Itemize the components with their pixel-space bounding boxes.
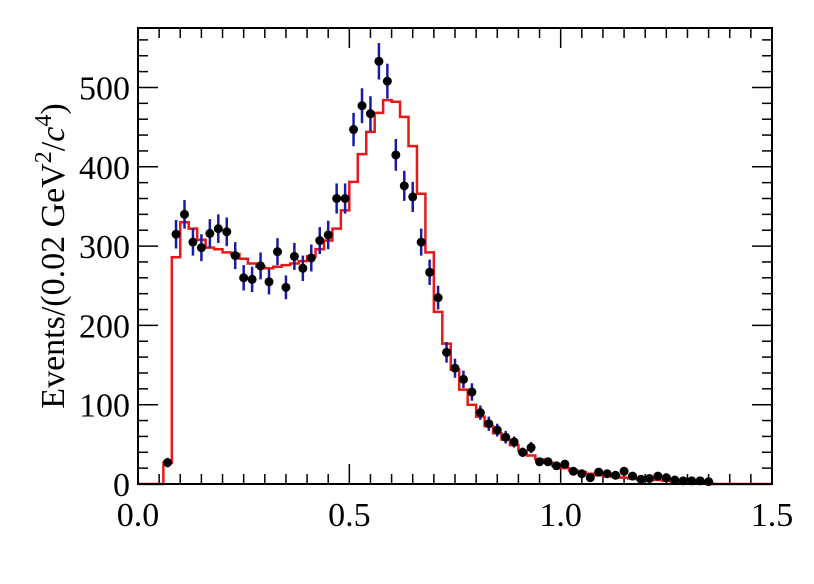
y-tick-labels: 0 100 200 300 400 500	[79, 70, 130, 504]
data-point	[408, 192, 418, 202]
points-layer	[163, 43, 714, 487]
data-point	[492, 425, 502, 435]
data-point	[560, 459, 570, 469]
model-histogram-line	[138, 98, 772, 486]
data-point	[230, 251, 240, 261]
data-point	[315, 236, 325, 246]
data-point	[264, 277, 274, 287]
y-axis-title-mid: /	[35, 141, 72, 151]
data-point	[619, 466, 629, 476]
data-point	[357, 101, 367, 111]
data-point	[425, 267, 435, 277]
data-point	[644, 473, 654, 483]
y-tick-label: 300	[79, 229, 130, 266]
y-axis-title-prefix: Events/(0.02 GeV	[35, 163, 72, 409]
data-point	[247, 274, 257, 284]
data-point	[450, 363, 460, 373]
data-point	[501, 432, 511, 442]
data-point	[239, 273, 249, 283]
data-point	[289, 251, 299, 261]
data-point	[509, 437, 519, 447]
data-point	[458, 374, 468, 384]
x-tick-label: 1.0	[539, 497, 582, 534]
data-point	[670, 475, 680, 485]
data-point	[628, 471, 638, 481]
data-point	[399, 181, 409, 191]
data-point	[484, 419, 494, 429]
data-point	[416, 237, 426, 247]
data-point	[163, 458, 173, 468]
data-point	[332, 194, 342, 204]
data-point	[306, 253, 316, 263]
data-point	[636, 474, 646, 484]
x-tick-label: 1.5	[751, 497, 794, 534]
data-point	[611, 470, 621, 480]
data-point	[535, 457, 545, 467]
data-point	[433, 293, 443, 303]
data-point	[281, 282, 291, 292]
data-point	[188, 237, 198, 247]
data-point	[594, 467, 604, 477]
y-tick-label: 400	[79, 150, 130, 187]
data-point	[577, 469, 587, 479]
data-point	[568, 466, 578, 476]
plot-frame	[137, 27, 773, 485]
data-point	[543, 457, 553, 467]
data-point	[256, 261, 266, 271]
data-point	[298, 263, 308, 273]
data-point	[171, 229, 181, 239]
data-point	[551, 461, 561, 471]
y-axis-title: Events/(0.02 GeV2/c4)	[31, 103, 72, 408]
y-axis-title-suffix: )	[35, 103, 72, 114]
x-tick-labels: 0.0 0.5 1.0 1.5	[117, 497, 794, 534]
data-point	[205, 228, 215, 238]
data-point	[272, 247, 282, 257]
data-point	[653, 471, 663, 481]
data-point	[518, 447, 528, 457]
y-tick-label: 100	[79, 388, 130, 425]
y-axis-title-sup2: 4	[31, 115, 57, 127]
y-tick-label: 500	[79, 70, 130, 107]
data-point	[196, 243, 206, 253]
data-point	[585, 473, 595, 483]
y-tick-label: 200	[79, 308, 130, 345]
data-point	[365, 109, 375, 119]
data-point	[179, 209, 189, 219]
x-tick-label: 0.5	[328, 497, 371, 534]
data-point	[391, 150, 401, 160]
data-point	[442, 347, 452, 357]
y-tick-label: 0	[113, 467, 130, 504]
model-layer	[138, 98, 772, 486]
data-point	[340, 194, 350, 204]
data-point	[213, 224, 223, 234]
data-point	[374, 56, 384, 66]
data-point	[602, 469, 612, 479]
x-tick-label: 0.0	[117, 497, 160, 534]
y-axis-title-italic: c	[35, 127, 72, 142]
y-axis-title-sup1: 2	[31, 151, 57, 163]
data-point	[526, 443, 536, 453]
data-point	[349, 125, 359, 135]
data-point	[475, 408, 485, 418]
data-point	[323, 230, 333, 240]
data-point	[382, 76, 392, 86]
data-point	[661, 473, 671, 483]
data-point	[467, 387, 477, 397]
data-point	[222, 227, 232, 237]
